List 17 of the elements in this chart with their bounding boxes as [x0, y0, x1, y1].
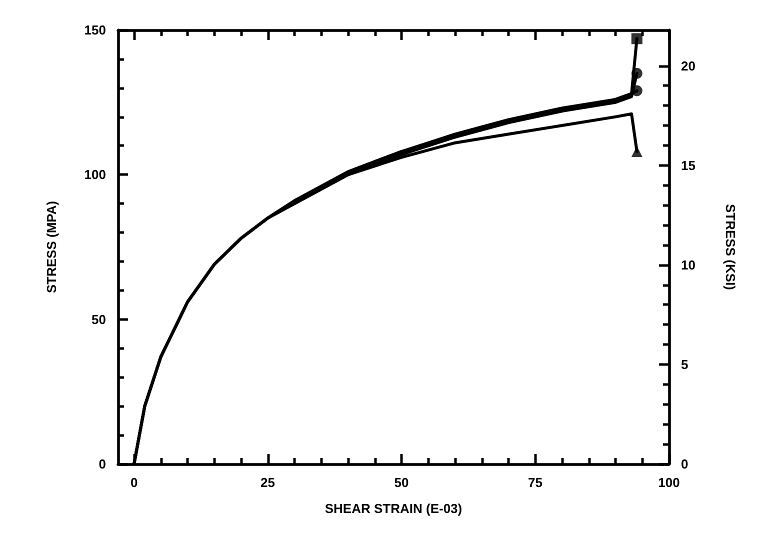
y-tick-label: 100 [84, 167, 106, 182]
y2-tick-label: 20 [681, 58, 696, 74]
x-tick-label: 75 [528, 475, 542, 490]
y-axis-title: STRESS (MPA) [44, 200, 59, 294]
x-tick-label: 100 [658, 475, 680, 490]
y2-tick-label: 0 [681, 456, 688, 472]
y2-tick-label: 5 [681, 356, 688, 372]
x-tick-label: 50 [394, 475, 409, 490]
y2-axis-title: STRESS (KSI) [723, 204, 738, 290]
y-tick-label: 50 [92, 312, 106, 327]
y2-tick-label: 15 [681, 158, 696, 173]
y-tick-label: 150 [84, 22, 106, 38]
x-tick-label: 25 [260, 475, 276, 490]
x-tick-label: 0 [130, 475, 138, 490]
x-axis-title: SHEAR STRAIN (E-03) [324, 501, 462, 516]
y2-tick-label: 10 [681, 257, 696, 272]
y-tick-label: 0 [98, 456, 106, 472]
